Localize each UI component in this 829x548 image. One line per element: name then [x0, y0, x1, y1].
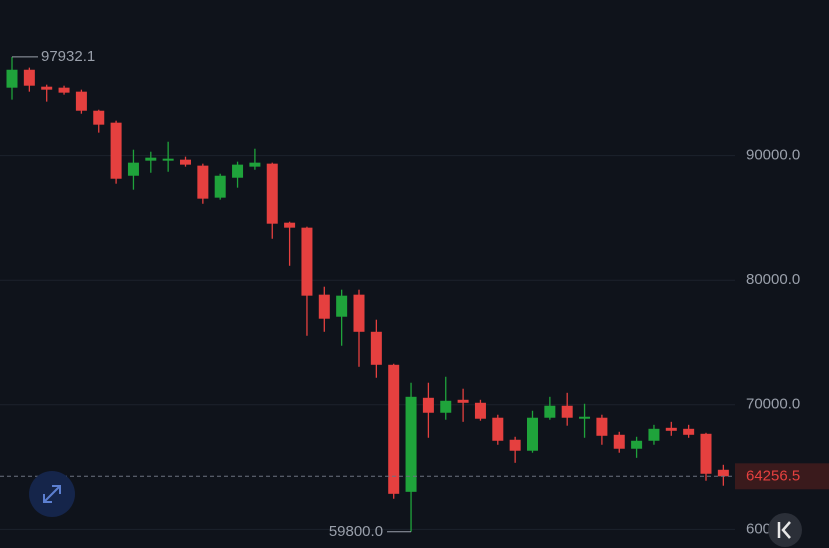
candle-body — [41, 86, 53, 90]
y-tick-label: 90000.0 — [746, 147, 800, 164]
candle-body — [162, 158, 174, 161]
candle-body — [717, 469, 729, 477]
candle-body — [665, 427, 677, 431]
candle-body — [266, 163, 278, 224]
candle-body — [370, 331, 382, 365]
candle-body — [232, 164, 244, 178]
candle-body — [527, 417, 538, 451]
scroll-end-icon — [777, 521, 791, 539]
candle-body — [110, 122, 122, 179]
candle-body — [561, 405, 573, 418]
candle-body — [544, 405, 556, 418]
candle-body — [492, 417, 504, 441]
candle-body — [405, 396, 417, 492]
last-price-label: 64256.5 — [746, 467, 800, 484]
candle-body — [336, 295, 348, 317]
candle-body — [509, 439, 521, 451]
candle-body — [648, 428, 660, 441]
max-label: 97932.1 — [41, 48, 95, 65]
candle-body — [683, 428, 695, 435]
candle-body — [474, 402, 486, 419]
candle-body — [214, 175, 226, 198]
scroll-end-button[interactable] — [768, 513, 802, 547]
candle-body — [631, 440, 643, 449]
candle-body — [318, 294, 330, 319]
candle-body — [440, 400, 452, 413]
y-tick-label: 70000.0 — [746, 396, 800, 413]
y-tick-label: 80000.0 — [746, 271, 800, 288]
candle-body — [23, 69, 35, 86]
candle-body — [127, 162, 139, 176]
candle-body — [353, 294, 365, 332]
candle-body — [197, 165, 209, 199]
candle-body — [249, 162, 261, 167]
expand-icon — [43, 485, 61, 503]
candle-body — [457, 399, 469, 403]
candle-body — [93, 110, 105, 125]
candle-body — [388, 364, 400, 494]
candle-body — [75, 91, 87, 111]
candle-body — [700, 433, 712, 474]
candle-body — [579, 416, 591, 419]
min-label: 59800.0 — [329, 523, 383, 540]
candle-body — [301, 227, 313, 296]
candle-body — [58, 87, 70, 93]
candle-body — [180, 159, 191, 165]
candle-body — [422, 397, 434, 413]
candle-body — [6, 69, 18, 88]
last-price-box — [735, 463, 829, 490]
candle-body — [284, 222, 296, 228]
candle-body — [596, 417, 608, 436]
candle-body — [145, 157, 157, 161]
candle-body — [613, 434, 625, 449]
